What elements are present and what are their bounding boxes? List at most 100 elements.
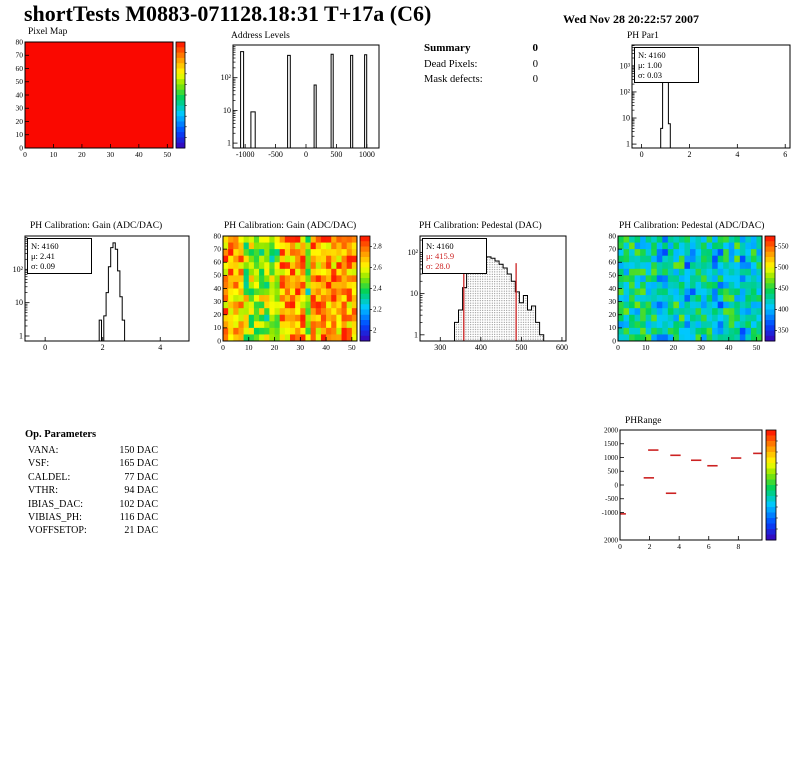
svg-text:80: 80 [609, 231, 617, 240]
stats-entries: N: 4160 [426, 241, 454, 251]
stats-mean: μ: 415.9 [426, 251, 455, 261]
ph-range-chart: 0 2 4 6 8 2000 1500 1000 500 0 -500 -1000 2000 [594, 424, 796, 550]
op-param-label: VIBIAS_PH: [28, 512, 82, 524]
svg-text:500: 500 [778, 264, 789, 272]
svg-text:30: 30 [214, 297, 222, 306]
svg-text:2.2: 2.2 [373, 306, 382, 314]
svg-text:20: 20 [670, 343, 678, 352]
op-param-row: VANA: 150 DAC [25, 444, 158, 457]
svg-text:70: 70 [214, 244, 222, 253]
stats-entries: N: 4160 [638, 50, 666, 60]
svg-text:40: 40 [135, 150, 143, 159]
op-parameters-block: Op. Parameters VANA: 150 DAC VSF: 165 DA… [25, 429, 158, 538]
svg-text:0: 0 [23, 150, 27, 159]
svg-text:1000: 1000 [359, 150, 375, 159]
op-param-row: VIBIAS_PH: 116 DAC [25, 511, 158, 524]
summary-header: Summary 0 [424, 42, 538, 54]
summary-row-value: 0 [532, 73, 538, 85]
svg-text:500: 500 [330, 150, 342, 159]
svg-text:50: 50 [348, 343, 356, 352]
gain-histogram-stats-box: N: 4160 μ: 2.41 σ: 0.09 [27, 238, 92, 274]
svg-text:0: 0 [221, 343, 225, 352]
op-param-label: CALDEL: [28, 471, 71, 483]
svg-text:2.8: 2.8 [373, 243, 382, 251]
svg-text:600: 600 [556, 343, 568, 352]
svg-text:20: 20 [16, 117, 24, 126]
report-title: shortTests M0883-071128.18:31 T+17a (C6) [24, 1, 432, 26]
address-levels-chart: -1000 -500 0 500 1000 1 10 10² [210, 36, 392, 162]
op-param-row: VOFFSETOP: 21 DAC [25, 524, 158, 537]
svg-text:50: 50 [753, 343, 761, 352]
svg-text:50: 50 [164, 150, 172, 159]
svg-text:40: 40 [214, 284, 222, 293]
svg-text:1: 1 [414, 330, 418, 339]
svg-text:50: 50 [609, 271, 617, 280]
pixel-map-title: Pixel Map [28, 27, 68, 37]
svg-text:6: 6 [707, 542, 711, 550]
op-param-value: 77 DAC [124, 471, 158, 483]
svg-text:30: 30 [16, 104, 24, 113]
svg-text:0: 0 [43, 343, 47, 352]
svg-text:0: 0 [304, 150, 308, 159]
svg-text:2: 2 [373, 327, 377, 335]
svg-text:10: 10 [609, 323, 617, 332]
ph-par1-chart: 0 2 4 6 1 10 10² 10³ [606, 36, 796, 162]
svg-text:10: 10 [15, 298, 23, 307]
op-param-value: 150 DAC [119, 445, 158, 456]
op-param-value: 116 DAC [119, 512, 158, 524]
svg-text:-500: -500 [605, 495, 618, 503]
op-param-value: 165 DAC [119, 458, 158, 470]
svg-text:500: 500 [608, 468, 619, 476]
svg-text:30: 30 [107, 150, 115, 159]
svg-text:8: 8 [736, 542, 740, 550]
svg-text:10: 10 [16, 130, 24, 139]
svg-text:10: 10 [245, 343, 253, 352]
svg-text:0: 0 [217, 336, 221, 345]
svg-text:350: 350 [778, 327, 789, 335]
svg-text:-1000: -1000 [236, 150, 255, 159]
op-param-label: VTHR: [28, 485, 58, 497]
summary-row: Mask defects: 0 [424, 74, 538, 85]
svg-text:1: 1 [626, 140, 630, 149]
svg-text:40: 40 [322, 343, 330, 352]
summary-total: 0 [532, 42, 539, 54]
stats-sigma: σ: 0.09 [31, 261, 55, 271]
svg-text:-500: -500 [268, 150, 283, 159]
svg-text:0: 0 [615, 481, 619, 489]
svg-text:400: 400 [475, 343, 487, 352]
stats-sigma: σ: 0.03 [638, 70, 662, 80]
svg-text:20: 20 [271, 343, 279, 352]
stats-mean: μ: 2.41 [31, 251, 55, 261]
svg-text:10²: 10² [620, 87, 631, 96]
svg-text:30: 30 [297, 343, 305, 352]
svg-text:40: 40 [725, 343, 733, 352]
svg-text:2: 2 [101, 343, 105, 352]
svg-text:0: 0 [640, 150, 644, 159]
pedestal-map-title: PH Calibration: Pedestal (ADC/DAC) [619, 221, 765, 231]
svg-text:4: 4 [158, 343, 162, 352]
svg-text:-1000: -1000 [602, 509, 619, 517]
gain-map-chart: 0 10 20 30 40 50 0 10 20 30 40 50 60 70 80 2.8 2.6 2.4 2.2… [200, 228, 396, 354]
svg-text:2000: 2000 [604, 426, 619, 434]
svg-text:500: 500 [515, 343, 527, 352]
summary-row: Dead Pixels: 0 [424, 59, 538, 70]
pedestal-histogram-title: PH Calibration: Pedestal (DAC) [419, 221, 542, 231]
svg-text:10: 10 [622, 114, 630, 123]
pedestal-map-chart: 0 10 20 30 40 50 0 10 20 30 40 50 60 70 80 550 500 450 400… [596, 228, 796, 354]
svg-text:2: 2 [648, 542, 652, 550]
svg-text:2: 2 [687, 150, 691, 159]
svg-text:0: 0 [618, 542, 622, 550]
summary-title: Summary [424, 42, 471, 54]
svg-text:20: 20 [78, 150, 86, 159]
op-param-label: VSF: [28, 458, 50, 470]
svg-text:2.4: 2.4 [373, 285, 382, 293]
gain-histogram-chart: 0 2 4 1 10 10² [2, 228, 202, 354]
svg-text:2.6: 2.6 [373, 264, 382, 272]
op-param-label: IBIAS_DAC: [28, 498, 84, 510]
report-datetime: Wed Nov 28 20:22:57 2007 [563, 12, 699, 26]
svg-text:1000: 1000 [604, 454, 619, 462]
svg-text:1500: 1500 [604, 440, 619, 448]
pedestal-histogram-stats-box: N: 4160 μ: 415.9 σ: 28.0 [422, 238, 487, 274]
svg-text:30: 30 [609, 297, 617, 306]
svg-text:550: 550 [778, 243, 789, 251]
